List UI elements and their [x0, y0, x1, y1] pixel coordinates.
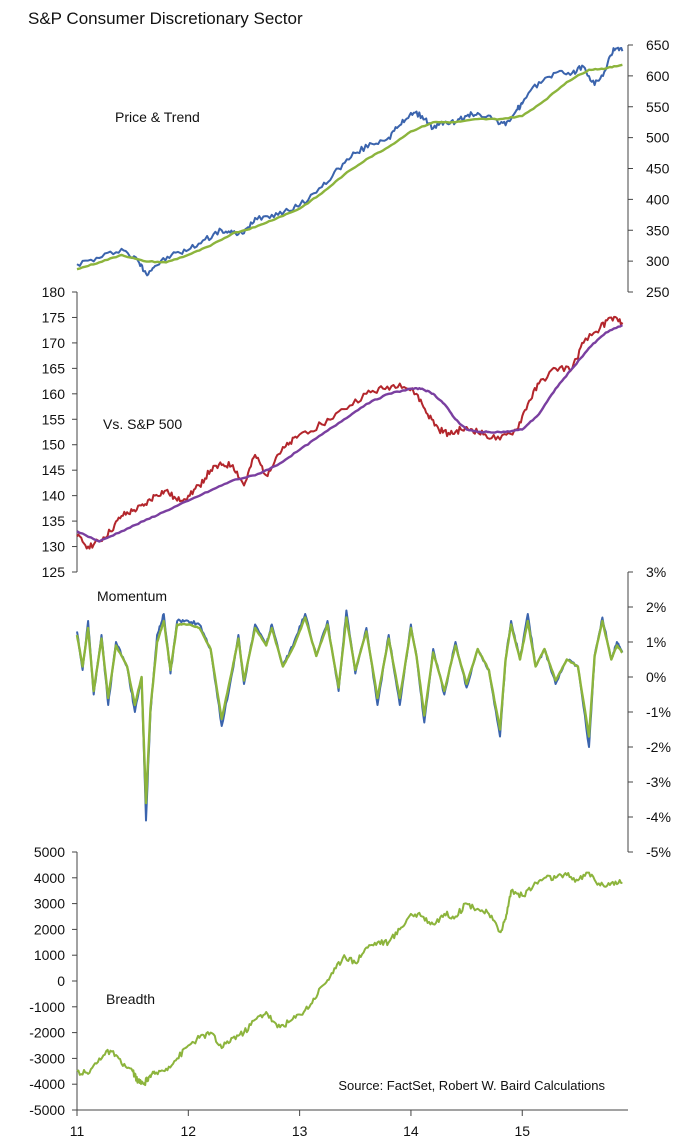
y-tick-label: -2000	[29, 1025, 65, 1041]
panel-1-series-1-line	[76, 46, 624, 277]
y-tick-label: 500	[646, 130, 670, 146]
y-tick-label: 550	[646, 99, 670, 115]
y-tick-label: -5000	[29, 1102, 65, 1118]
y-tick-label: 170	[42, 335, 66, 351]
y-tick-label: 5000	[34, 844, 65, 860]
y-tick-label: 400	[646, 191, 670, 207]
y-tick-label: -1%	[646, 704, 671, 720]
y-tick-label: 600	[646, 68, 670, 84]
y-tick-label: 155	[42, 411, 66, 427]
x-tick-label: 12	[181, 1123, 197, 1139]
panel-label: Vs. S&P 500	[103, 416, 182, 432]
y-tick-label: 145	[42, 462, 66, 478]
y-tick-label: 135	[42, 513, 66, 529]
y-tick-label: 175	[42, 309, 66, 325]
y-tick-label: 130	[42, 539, 66, 555]
y-tick-label: -3%	[646, 774, 671, 790]
y-tick-label: 2000	[34, 921, 65, 937]
y-tick-label: -4%	[646, 809, 671, 825]
y-tick-label: 4000	[34, 870, 65, 886]
y-tick-label: 450	[646, 161, 670, 177]
chart-title: S&P Consumer Discretionary Sector	[28, 9, 303, 28]
y-tick-label: 0%	[646, 669, 666, 685]
x-tick-label: 13	[292, 1123, 308, 1139]
panel-2-series-1-line	[76, 315, 624, 550]
y-tick-label: 3000	[34, 896, 65, 912]
x-tick-label: 11	[70, 1123, 85, 1139]
y-tick-label: 0	[57, 973, 65, 989]
y-tick-label: 1%	[646, 634, 666, 650]
y-tick-label: -4000	[29, 1076, 65, 1092]
panel-label: Breadth	[106, 991, 155, 1007]
y-tick-label: 350	[646, 222, 670, 238]
panel-4-series-1-line	[76, 871, 623, 1087]
panel-label: Price & Trend	[115, 109, 200, 125]
panel-label: Momentum	[97, 588, 167, 604]
y-tick-label: -2%	[646, 739, 671, 755]
y-tick-label: 650	[646, 37, 670, 53]
y-tick-label: 180	[42, 284, 66, 300]
panel-1-series-2-line	[76, 63, 623, 271]
y-tick-label: 3%	[646, 564, 666, 580]
y-tick-label: 125	[42, 564, 66, 580]
y-tick-label: 1000	[34, 947, 65, 963]
y-tick-label: -1000	[29, 999, 65, 1015]
y-tick-label: 2%	[646, 599, 666, 615]
y-tick-label: 250	[646, 284, 670, 300]
x-tick-label: 14	[403, 1123, 419, 1139]
panel-2-series-2-line	[76, 324, 624, 543]
y-tick-label: 140	[42, 488, 66, 504]
y-tick-label: 300	[646, 253, 670, 269]
labels-layer: 650 600 550 500 450 400 350 300 250 Price & Trend…	[29, 37, 671, 1139]
axes-layer	[72, 44, 633, 1116]
y-tick-label: -3000	[29, 1050, 65, 1066]
y-tick-label: 150	[42, 437, 66, 453]
x-tick-label: 15	[514, 1123, 530, 1139]
y-tick-label: -5%	[646, 844, 671, 860]
y-tick-label: 165	[42, 360, 66, 376]
source-note: Source: FactSet, Robert W. Baird Calcula…	[338, 1078, 605, 1093]
series-layer	[75, 46, 624, 1087]
panel-3-series-2-line	[75, 616, 623, 805]
y-tick-label: 160	[42, 386, 66, 402]
